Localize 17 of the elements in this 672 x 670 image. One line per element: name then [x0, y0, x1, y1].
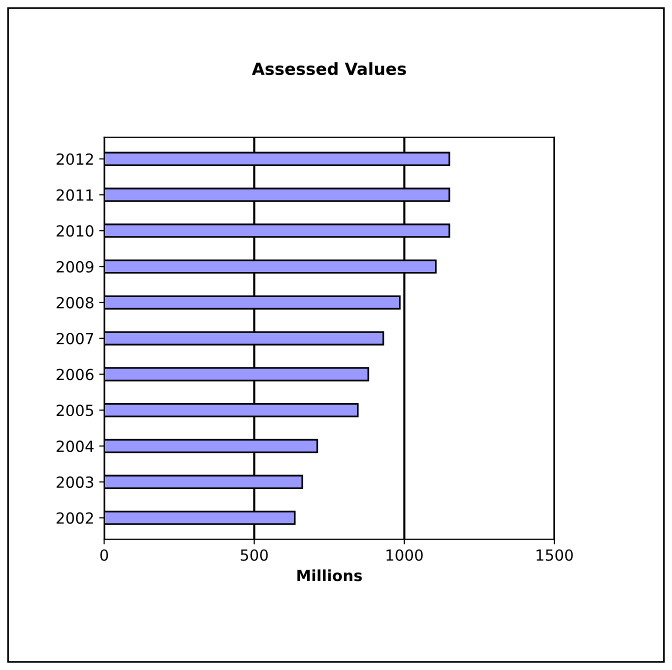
x-tick-label: 0	[100, 549, 108, 561]
x-axis-title: Millions	[297, 569, 362, 582]
x-tick-label: 500	[240, 549, 268, 561]
y-tick-label: 2005	[56, 404, 94, 416]
x-tick-label: 1500	[536, 549, 573, 561]
y-tick-label: 2004	[56, 440, 94, 452]
y-tick-label: 2007	[56, 332, 94, 344]
chart-title: Assessed Values	[252, 62, 406, 76]
y-tick-label: 2011	[56, 189, 94, 201]
y-tick-label: 2010	[56, 225, 94, 237]
y-tick-label: 2006	[56, 368, 94, 380]
y-tick-label: 2002	[56, 512, 93, 524]
x-tick-label: 1000	[386, 549, 423, 561]
y-tick-label: 2012	[56, 153, 93, 165]
y-tick-label: 2003	[56, 476, 94, 488]
y-tick-label: 2009	[56, 261, 94, 273]
y-tick-label: 2008	[56, 296, 94, 308]
